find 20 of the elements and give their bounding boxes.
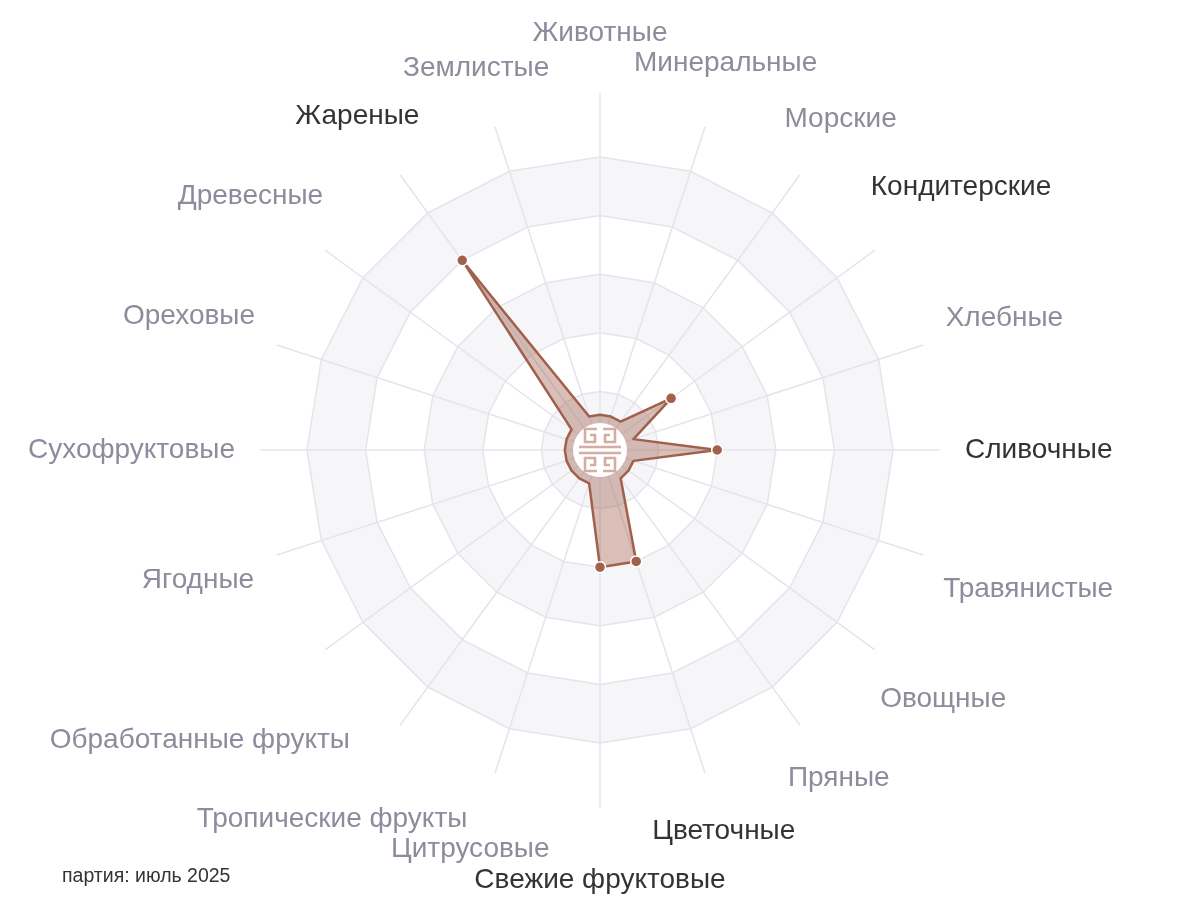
spoke-label: Землистые: [403, 51, 550, 83]
spoke-label: Хлебные: [945, 301, 1064, 333]
spoke-label: Пряные: [787, 761, 890, 793]
spoke-label: Цветочные: [652, 813, 796, 845]
spoke-label: Овощные: [880, 682, 1007, 714]
spoke-label: Минеральные: [634, 45, 818, 77]
spoke-label: Ягодные: [141, 563, 255, 595]
spoke-label: Животные: [532, 15, 668, 47]
spoke-label: Кондитерские: [870, 170, 1052, 202]
spoke-label: Морские: [784, 101, 897, 133]
spoke-label: Древесные: [177, 178, 324, 210]
spoke-label: Сливочные: [965, 432, 1113, 464]
spoke-label: Свежие фруктовые: [474, 862, 726, 894]
spoke-label: Обработанные фрукты: [49, 723, 350, 755]
spoke-label: Жареные: [295, 98, 420, 130]
spoke-label: Ореховые: [122, 299, 256, 331]
spoke-label: Сухофруктовые: [28, 432, 235, 464]
spoke-label: Травянистые: [943, 571, 1114, 603]
text: партия: июль 2025: [62, 864, 231, 886]
spoke-label: Тропические фрукты: [196, 801, 468, 833]
